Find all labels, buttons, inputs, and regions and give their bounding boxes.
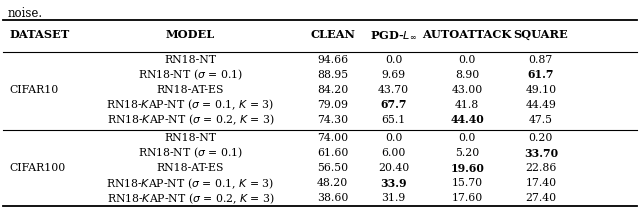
Text: 65.1: 65.1 [381, 115, 406, 125]
Text: RN18-NT ($\sigma$ = 0.1): RN18-NT ($\sigma$ = 0.1) [138, 146, 243, 160]
Text: 38.60: 38.60 [317, 193, 349, 203]
Text: 31.9: 31.9 [381, 193, 406, 203]
Text: RN18-AT-ES: RN18-AT-ES [157, 85, 224, 95]
Text: 44.49: 44.49 [525, 100, 556, 110]
Text: 5.20: 5.20 [455, 148, 479, 158]
Text: 49.10: 49.10 [525, 85, 556, 95]
Text: RN18-NT: RN18-NT [164, 55, 216, 65]
Text: 20.40: 20.40 [378, 163, 409, 173]
Text: RN18-NT: RN18-NT [164, 133, 216, 143]
Text: 27.40: 27.40 [525, 193, 556, 203]
Text: SQUARE: SQUARE [513, 29, 568, 40]
Text: 33.70: 33.70 [524, 148, 558, 159]
Text: RN18-$K$AP-NT ($\sigma$ = 0.1, $K$ = 3): RN18-$K$AP-NT ($\sigma$ = 0.1, $K$ = 3) [106, 98, 275, 112]
Text: 94.66: 94.66 [317, 55, 348, 65]
Text: CLEAN: CLEAN [310, 29, 355, 40]
Text: DATASET: DATASET [10, 29, 70, 40]
Text: 19.60: 19.60 [451, 163, 484, 174]
Text: 56.50: 56.50 [317, 163, 348, 173]
Text: 88.95: 88.95 [317, 70, 348, 80]
Text: 43.70: 43.70 [378, 85, 409, 95]
Text: 33.9: 33.9 [380, 178, 407, 189]
Text: PGD-$L_{\infty}$: PGD-$L_{\infty}$ [370, 29, 417, 41]
Text: RN18-$K$AP-NT ($\sigma$ = 0.2, $K$ = 3): RN18-$K$AP-NT ($\sigma$ = 0.2, $K$ = 3) [106, 191, 275, 206]
Text: CIFAR100: CIFAR100 [10, 163, 66, 173]
Text: AUTOATTACK: AUTOATTACK [422, 29, 512, 40]
Text: 15.70: 15.70 [452, 178, 483, 188]
Text: noise.: noise. [8, 7, 43, 20]
Text: MODEL: MODEL [166, 29, 215, 40]
Text: 17.40: 17.40 [525, 178, 556, 188]
Text: 67.7: 67.7 [380, 99, 407, 110]
Text: 0.0: 0.0 [385, 55, 403, 65]
Text: 0.0: 0.0 [458, 133, 476, 143]
Text: 0.0: 0.0 [385, 133, 403, 143]
Text: RN18-AT-ES: RN18-AT-ES [157, 163, 224, 173]
Text: 43.00: 43.00 [452, 85, 483, 95]
Text: RN18-$K$AP-NT ($\sigma$ = 0.1, $K$ = 3): RN18-$K$AP-NT ($\sigma$ = 0.1, $K$ = 3) [106, 176, 275, 191]
Text: 17.60: 17.60 [452, 193, 483, 203]
Text: 0.87: 0.87 [529, 55, 553, 65]
Text: CIFAR10: CIFAR10 [10, 85, 59, 95]
Text: 61.60: 61.60 [317, 148, 349, 158]
Text: 22.86: 22.86 [525, 163, 557, 173]
Text: 84.20: 84.20 [317, 85, 348, 95]
Text: 48.20: 48.20 [317, 178, 348, 188]
Text: 41.8: 41.8 [455, 100, 479, 110]
Text: 6.00: 6.00 [381, 148, 406, 158]
Text: 74.00: 74.00 [317, 133, 348, 143]
Text: 74.30: 74.30 [317, 115, 348, 125]
Text: 8.90: 8.90 [455, 70, 479, 80]
Text: 61.7: 61.7 [527, 69, 554, 80]
Text: 0.0: 0.0 [458, 55, 476, 65]
Text: 47.5: 47.5 [529, 115, 553, 125]
Text: 0.20: 0.20 [529, 133, 553, 143]
Text: RN18-NT ($\sigma$ = 0.1): RN18-NT ($\sigma$ = 0.1) [138, 67, 243, 82]
Text: 79.09: 79.09 [317, 100, 348, 110]
Text: 44.40: 44.40 [451, 115, 484, 125]
Text: 9.69: 9.69 [381, 70, 406, 80]
Text: RN18-$K$AP-NT ($\sigma$ = 0.2, $K$ = 3): RN18-$K$AP-NT ($\sigma$ = 0.2, $K$ = 3) [106, 113, 275, 127]
